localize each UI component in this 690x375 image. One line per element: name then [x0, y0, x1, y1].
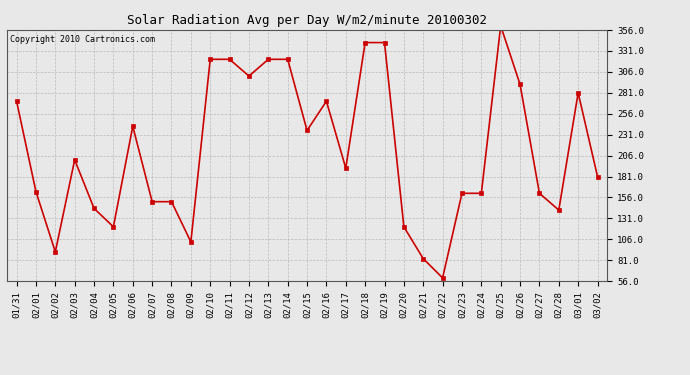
Title: Solar Radiation Avg per Day W/m2/minute 20100302: Solar Radiation Avg per Day W/m2/minute … — [127, 15, 487, 27]
Text: Copyright 2010 Cartronics.com: Copyright 2010 Cartronics.com — [10, 35, 155, 44]
